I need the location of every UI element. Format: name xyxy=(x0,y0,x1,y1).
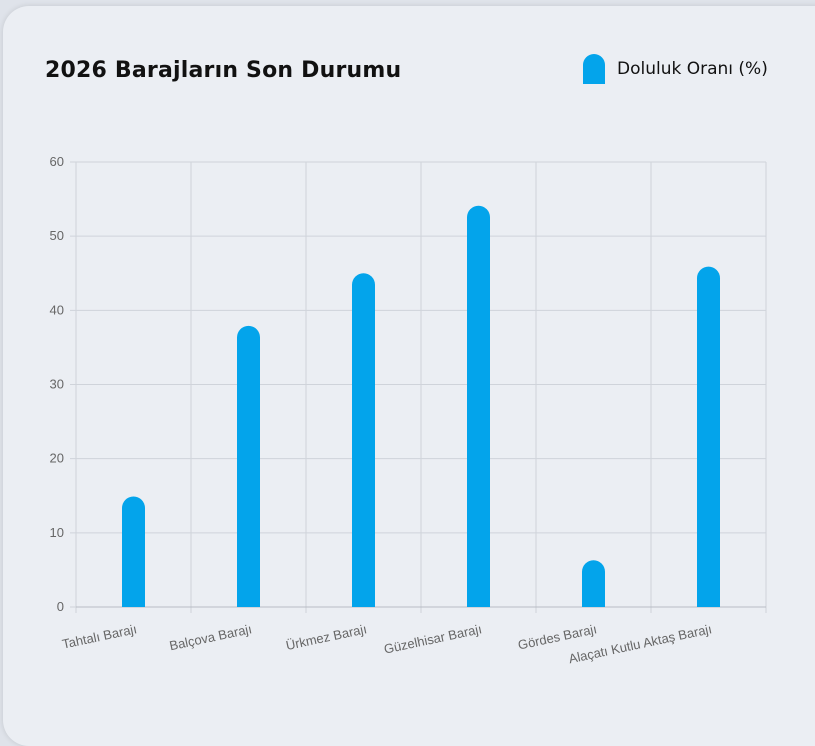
legend-label: Doluluk Oranı (%) xyxy=(617,59,768,79)
x-tick-label: Ürkmez Barajı xyxy=(284,621,368,653)
x-tick-label: Balçova Barajı xyxy=(168,621,253,653)
bar[interactable] xyxy=(237,325,260,607)
chart-title: 2026 Barajların Son Durumu xyxy=(45,58,402,83)
y-tick-label: 10 xyxy=(50,525,64,540)
y-tick-label: 60 xyxy=(50,154,64,169)
bar[interactable] xyxy=(467,205,490,607)
chart-card: 2026 Barajların Son Durumu Doluluk Oranı… xyxy=(3,6,815,746)
bar-chart: 0 10 20 30 40 50 60 Tahtalı Barajı Balçova Baraj… xyxy=(50,154,767,666)
x-tick-label: Tahtalı Barajı xyxy=(61,621,138,651)
y-tick-label: 40 xyxy=(50,302,64,317)
y-tick-label: 20 xyxy=(50,451,64,466)
bar[interactable] xyxy=(122,496,145,607)
legend-item[interactable]: Doluluk Oranı (%) xyxy=(583,54,768,84)
y-tick-label: 30 xyxy=(50,377,64,392)
y-tick-label: 50 xyxy=(50,228,64,243)
x-tick-label: Güzelhisar Barajı xyxy=(382,621,483,656)
bar[interactable] xyxy=(582,560,605,607)
bar[interactable] xyxy=(352,273,375,607)
legend-swatch xyxy=(583,54,605,84)
bar[interactable] xyxy=(697,266,720,607)
y-tick-label: 0 xyxy=(57,599,64,614)
